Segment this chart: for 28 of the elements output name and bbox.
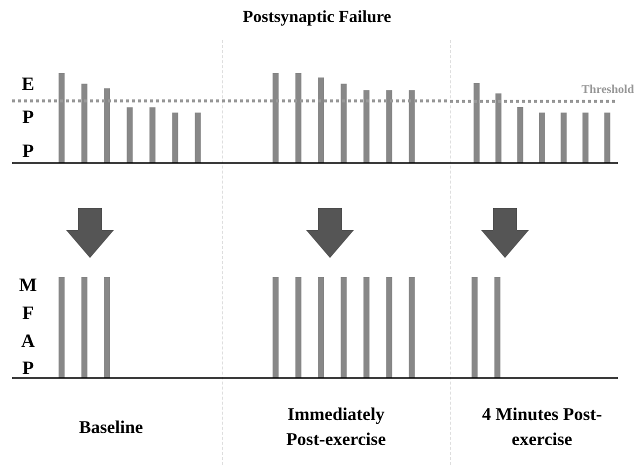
ref-line-label: Threshold — [582, 81, 634, 98]
x-axis-title: Baseline — [78, 416, 144, 438]
bar — [104, 88, 110, 163]
bar — [194, 112, 201, 163]
bar — [604, 112, 610, 163]
y-axis-title: MFAP — [18, 274, 38, 382]
bar — [582, 112, 588, 163]
bar — [340, 84, 347, 163]
y-axis-title: EPP — [20, 73, 36, 164]
bar — [363, 90, 370, 163]
bar — [172, 112, 178, 163]
bar — [408, 90, 415, 163]
bar — [386, 90, 392, 163]
bar — [149, 107, 156, 163]
bar — [318, 78, 324, 163]
bar — [81, 84, 88, 163]
bar — [495, 93, 502, 163]
bar — [272, 73, 279, 163]
bar — [538, 112, 545, 163]
chart-title: Postsynaptic Failure — [242, 7, 392, 27]
bar — [517, 107, 524, 163]
bar — [58, 73, 65, 163]
bar — [126, 107, 133, 163]
x-axis-title: Immediately Post-exercise — [285, 403, 387, 451]
bar — [295, 73, 302, 163]
x-axis-title: 4 Minutes Post-exercise — [481, 403, 603, 451]
bar — [560, 112, 567, 163]
bar — [474, 83, 480, 163]
